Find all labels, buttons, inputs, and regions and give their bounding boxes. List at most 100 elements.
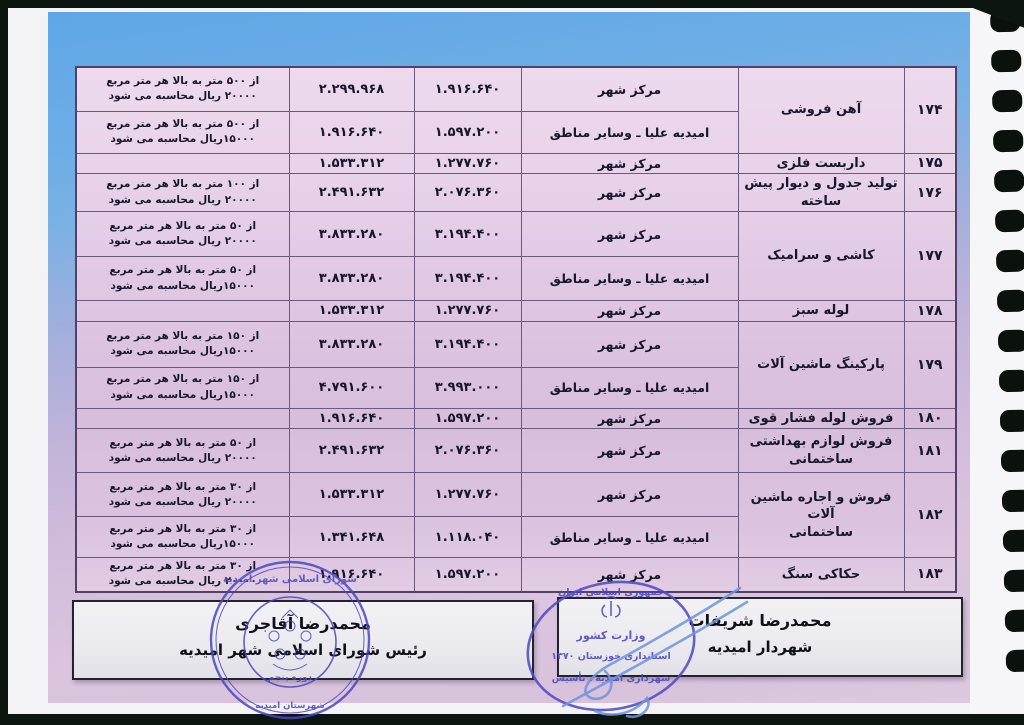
amount-base-cell: ۲.۰۷۶.۳۶۰	[413, 173, 522, 213]
row-number-cell: ۱۷۷	[903, 211, 957, 302]
category-cell: حکاکی سنگ	[737, 557, 905, 593]
row-number-cell: ۱۷۵	[903, 152, 957, 175]
note-cell	[75, 152, 290, 175]
note-cell: از ۳۰ متر به بالا هر متر مربع ۲۰۰۰۰ ریال…	[75, 557, 290, 593]
amount-raised-cell: ۱.۹۱۶.۶۴۰	[288, 407, 415, 430]
binding-hole	[991, 89, 1023, 113]
region-cell: مرکز شهر	[520, 300, 739, 322]
amount-base-cell: ۱.۵۹۷.۲۰۰	[413, 557, 522, 593]
amount-raised-cell: ۳.۸۳۳.۲۸۰	[288, 320, 415, 368]
council-chief-name: محمدرضا آقاجری	[235, 614, 371, 633]
table-row: ۱۸۲ فروش و اجاره ماشین آلات ساختمانی مرکز …	[75, 472, 957, 559]
note-cell: از ۱۵۰ متر به بالا هر متر مربع ۱۵۰۰۰ریال…	[75, 366, 290, 409]
region-cell: مرکز شهر	[520, 428, 739, 474]
note-cell: از ۵۰۰ متر به بالا هر متر مربع ۲۰۰۰۰ ریا…	[75, 66, 290, 112]
region-cell: مرکز شهر	[520, 66, 739, 112]
mayor-title: شهردار امیدیه	[707, 638, 813, 656]
note-cell	[75, 407, 290, 430]
council-chief-title: رئیس شورای اسلامی شهر امیدیه	[179, 641, 427, 659]
note-cell: از ۵۰ متر به بالا هر متر مربع ۲۰۰۰۰ ریال…	[75, 211, 290, 258]
row-number-cell: ۱۷۶	[903, 173, 957, 213]
region-cell: امیدیه علیا ـ وسایر مناطق	[520, 110, 739, 154]
region-cell: امیدیه علیا ـ وسایر مناطق	[520, 256, 739, 302]
amount-base-cell: ۱.۱۱۸.۰۴۰	[413, 516, 522, 559]
amount-raised-cell: ۴.۷۹۱.۶۰۰	[288, 366, 415, 409]
amount-base-cell: ۳.۱۹۴.۴۰۰	[413, 256, 522, 302]
binding-hole	[996, 289, 1024, 313]
category-cell: آهن فروشی	[737, 66, 905, 154]
table-row: امیدیه علیا ـ وسایر مناطق ۳.۹۹۳.۰۰۰ ۴.۷۹۱.…	[75, 366, 956, 409]
council-signature-box: محمدرضا آقاجری رئیس شورای اسلامی شهر امی…	[72, 600, 534, 680]
region-cell: امیدیه علیا ـ وسایر مناطق	[520, 516, 739, 559]
row-number-cell: ۱۷۸	[903, 300, 957, 322]
category-cell: تولید جدول و دیوار پیش ساخته	[737, 173, 905, 213]
amount-base-cell: ۳.۱۹۴.۴۰۰	[413, 320, 522, 368]
table-row: ۱۸۱ فروش لوازم بهداشتی ساختمانی مرکز شهر ۲.…	[75, 428, 957, 474]
binding-hole	[1000, 449, 1024, 473]
region-cell: مرکز شهر	[520, 173, 739, 213]
amount-raised-cell: ۲.۲۹۹.۹۶۸	[288, 66, 415, 112]
category-cell: فروش لوازم بهداشتی ساختمانی	[737, 428, 905, 474]
table-row: ۱۷۶ تولید جدول و دیوار پیش ساخته مرکز شهر ۲…	[75, 173, 957, 213]
region-cell: مرکز شهر	[520, 407, 739, 430]
binding-hole	[994, 209, 1024, 233]
table-row: ۱۷۷ کاشی و سرامیک مرکز شهر ۳.۱۹۴.۴۰۰ ۳.۸۳۳.۲…	[75, 211, 957, 302]
row-number-cell: ۱۸۱	[903, 428, 957, 474]
amount-raised-cell: ۲.۴۹۱.۶۳۲	[288, 428, 415, 474]
row-number-cell: ۱۸۳	[903, 557, 957, 593]
binding-hole	[1001, 489, 1024, 513]
row-number-cell: ۱۸۰	[903, 407, 957, 430]
note-cell: از ۳۰ متر به بالا هر متر مربع ۲۰۰۰۰ ریال…	[75, 472, 290, 518]
amount-raised-cell: ۱.۳۴۱.۶۴۸	[288, 516, 415, 559]
amount-raised-cell: ۳.۸۳۳.۲۸۰	[288, 256, 415, 302]
row-number-cell: ۱۸۲	[903, 472, 957, 559]
binding-hole	[1002, 529, 1024, 553]
amount-base-cell: ۱.۵۹۷.۲۰۰	[413, 110, 522, 154]
region-cell: مرکز شهر	[520, 472, 739, 518]
note-cell: از ۵۰۰ متر به بالا هر متر مربع ۱۵۰۰۰ریال…	[75, 110, 290, 154]
table-row: ۱۷۸ لوله سبز مرکز شهر ۱.۲۷۷.۷۶۰ ۱.۵۳۳.۳۱۲	[75, 300, 957, 322]
table-row: ۱۷۹ پارکینگ ماشین آلات مرکز شهر ۳.۱۹۴.۴۰۰ ۳.…	[75, 320, 957, 409]
amount-base-cell: ۱.۲۷۷.۷۶۰	[413, 152, 522, 175]
binding-hole	[995, 249, 1024, 273]
category-cell: پارکینگ ماشین آلات	[737, 320, 905, 409]
binding-hole	[998, 369, 1024, 393]
amount-base-cell: ۳.۹۹۳.۰۰۰	[413, 366, 522, 409]
amount-raised-cell: ۱.۵۳۳.۳۱۲	[288, 472, 415, 518]
amount-raised-cell: ۲.۴۹۱.۶۳۲	[288, 173, 415, 213]
table-row: امیدیه علیا ـ وسایر مناطق ۱.۵۹۷.۲۰۰ ۱.۹۱۶.…	[75, 110, 956, 154]
amount-base-cell: ۱.۲۷۷.۷۶۰	[413, 300, 522, 322]
table-row: امیدیه علیا ـ وسایر مناطق ۳.۱۹۴.۴۰۰ ۳.۸۳۳.…	[75, 256, 956, 302]
region-cell: مرکز شهر	[520, 211, 739, 258]
table-row: ۱۷۴ آهن فروشی مرکز شهر ۱.۹۱۶.۶۴۰ ۲.۲۹۹.۹۶۸ از…	[75, 66, 957, 154]
category-cell: لوله سبز	[737, 300, 905, 322]
region-cell: امیدیه علیا ـ وسایر مناطق	[520, 366, 739, 409]
binding-hole	[1005, 649, 1024, 673]
binding-hole	[992, 129, 1024, 153]
region-cell: مرکز شهر	[520, 152, 739, 175]
amount-base-cell: ۳.۱۹۴.۴۰۰	[413, 211, 522, 258]
fee-table-body: ۱۷۴ آهن فروشی مرکز شهر ۱.۹۱۶.۶۴۰ ۲.۲۹۹.۹۶۸ از…	[75, 66, 957, 593]
note-cell: از ۱۵۰ متر به بالا هر متر مربع ۱۵۰۰۰ریال…	[75, 320, 290, 368]
category-cell: کاشی و سرامیک	[737, 211, 905, 302]
note-cell: از ۳۰ متر به بالا هر متر مربع ۱۵۰۰۰ریال …	[75, 516, 290, 559]
category-cell: فروش و اجاره ماشین آلات ساختمانی	[737, 472, 905, 559]
table-row: ۱۸۳ حکاکی سنگ مرکز شهر ۱.۵۹۷.۲۰۰ ۱.۹۱۶.۶۴۰ از…	[75, 557, 957, 593]
table-row: امیدیه علیا ـ وسایر مناطق ۱.۱۱۸.۰۴۰ ۱.۳۴۱.…	[75, 516, 956, 559]
amount-base-cell: ۱.۵۹۷.۲۰۰	[413, 407, 522, 430]
amount-raised-cell: ۳.۸۳۳.۲۸۰	[288, 211, 415, 258]
binding-hole	[993, 169, 1024, 193]
table-row: ۱۸۰ فروش لوله فشار قوی مرکز شهر ۱.۵۹۷.۲۰۰ ۱.…	[75, 407, 957, 430]
note-cell: از ۱۰۰ متر به بالا هر متر مربع ۲۰۰۰۰ ریا…	[75, 173, 290, 213]
binding-hole	[990, 49, 1022, 73]
binder-edge-strip	[970, 8, 1024, 714]
note-cell: از ۵۰ متر به بالا هر متر مربع ۱۵۰۰۰ریال …	[75, 256, 290, 302]
amount-base-cell: ۲.۰۷۶.۳۶۰	[413, 428, 522, 474]
fees-table: ۱۷۴ آهن فروشی مرکز شهر ۱.۹۱۶.۶۴۰ ۲.۲۹۹.۹۶۸ از…	[75, 66, 957, 593]
amount-base-cell: ۱.۲۷۷.۷۶۰	[413, 472, 522, 518]
amount-raised-cell: ۱.۹۱۶.۶۴۰	[288, 557, 415, 593]
binding-hole	[1004, 609, 1024, 633]
table-row: ۱۷۵ داربست فلزی مرکز شهر ۱.۲۷۷.۷۶۰ ۱.۵۳۳.۳۱۲	[75, 152, 957, 175]
region-cell: مرکز شهر	[520, 320, 739, 368]
binding-hole	[997, 329, 1024, 353]
